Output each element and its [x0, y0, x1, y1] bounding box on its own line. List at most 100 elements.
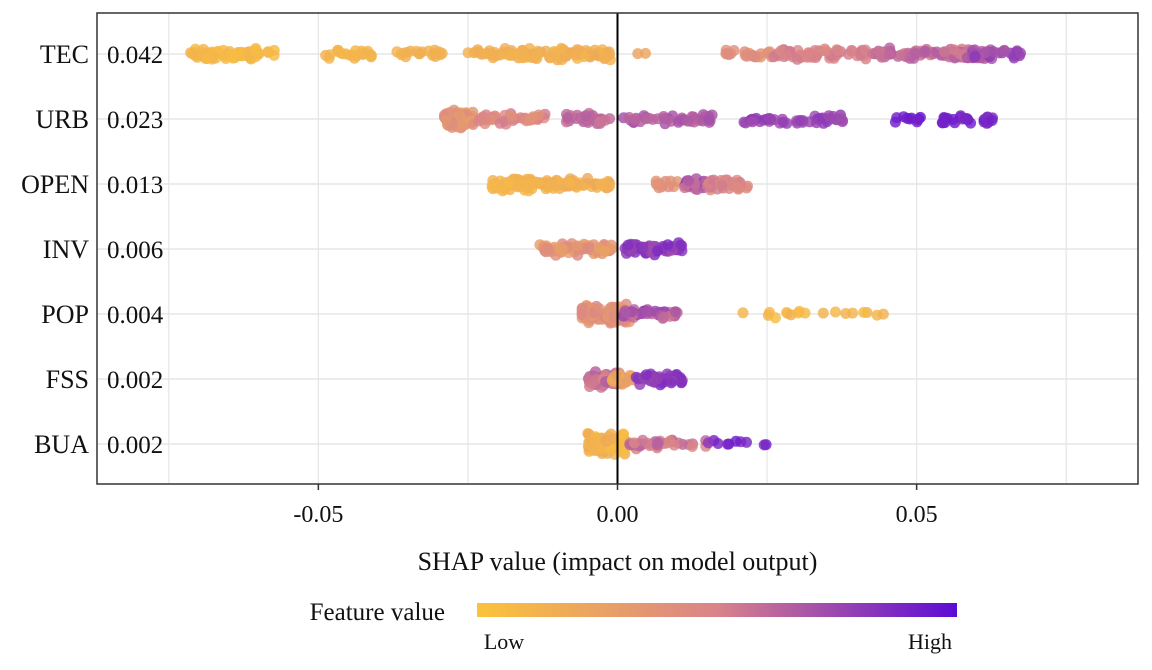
- data-point: [781, 49, 793, 61]
- data-point: [503, 176, 515, 188]
- data-point: [802, 47, 814, 59]
- data-point: [640, 47, 651, 59]
- data-point: [817, 307, 829, 319]
- data-point: [661, 368, 673, 380]
- feature-row-fss: [582, 366, 688, 393]
- data-point: [830, 306, 841, 318]
- feature-name-label: FSS: [46, 365, 89, 394]
- data-point: [986, 115, 998, 126]
- feature-name-label: OPEN: [21, 170, 89, 199]
- data-point: [619, 307, 631, 319]
- feature-importance-label: 0.042: [107, 42, 163, 69]
- data-point: [198, 43, 209, 55]
- data-point: [832, 45, 844, 57]
- feature-name-label: POP: [41, 300, 89, 329]
- data-point: [901, 112, 913, 124]
- data-point: [739, 46, 751, 58]
- feature-name-label: TEC: [40, 40, 89, 69]
- feature-name-label: URB: [36, 105, 89, 134]
- data-point: [585, 437, 597, 449]
- data-point: [430, 51, 441, 62]
- data-point: [676, 240, 688, 252]
- data-point: [638, 241, 650, 253]
- data-point: [846, 44, 858, 56]
- data-point: [769, 312, 781, 324]
- data-point: [658, 111, 670, 122]
- data-point: [763, 112, 775, 124]
- data-point: [662, 239, 674, 251]
- data-point: [652, 437, 664, 448]
- data-point: [559, 51, 571, 63]
- data-point: [517, 45, 529, 57]
- data-point: [641, 305, 653, 317]
- data-point: [440, 114, 452, 126]
- data-point: [483, 45, 495, 57]
- data-point: [551, 178, 563, 190]
- data-point: [416, 46, 428, 58]
- data-point: [979, 47, 991, 59]
- data-point: [628, 437, 640, 449]
- data-point: [732, 182, 744, 194]
- data-point: [226, 49, 237, 61]
- feature-importance-label: 0.013: [107, 172, 163, 199]
- x-tick-label: 0.00: [597, 502, 639, 528]
- feature-importance-label: 0.004: [107, 302, 164, 329]
- data-point: [737, 307, 749, 319]
- data-point: [532, 177, 544, 189]
- feature-row-inv: [534, 237, 688, 261]
- data-point: [506, 110, 518, 122]
- data-point: [741, 436, 752, 448]
- x-axis-ticks: -0.05 0.00 0.05: [293, 484, 938, 528]
- data-point: [486, 179, 498, 191]
- feature-row-open: [486, 172, 753, 197]
- data-point: [606, 432, 618, 444]
- data-point: [555, 245, 567, 257]
- data-point: [682, 115, 694, 127]
- data-point: [919, 46, 931, 58]
- data-point: [716, 179, 728, 191]
- data-point: [622, 239, 634, 251]
- data-point: [858, 306, 870, 318]
- data-point: [617, 446, 629, 458]
- data-point: [570, 49, 582, 61]
- data-point: [593, 303, 605, 315]
- data-point: [675, 377, 687, 389]
- data-point: [884, 48, 895, 60]
- data-point: [524, 114, 536, 126]
- data-point: [499, 43, 511, 54]
- data-point: [658, 311, 670, 323]
- data-point: [320, 49, 332, 61]
- data-point: [749, 51, 761, 63]
- data-point: [582, 172, 594, 184]
- data-point: [720, 48, 732, 60]
- x-tick-label: -0.05: [293, 502, 343, 528]
- x-axis-title: SHAP value (impact on model output): [418, 547, 818, 576]
- data-point: [479, 113, 491, 125]
- data-point: [670, 306, 682, 318]
- data-point: [599, 53, 610, 65]
- feature-row-bua: [582, 428, 772, 460]
- feature-importance-label: 0.023: [107, 107, 163, 134]
- data-point: [665, 377, 677, 389]
- data-point: [947, 113, 959, 125]
- data-point: [632, 48, 644, 60]
- data-point: [539, 245, 551, 257]
- feature-importance-label: 0.002: [107, 432, 163, 459]
- data-point: [665, 175, 676, 187]
- legend-colorbar: [477, 603, 957, 617]
- data-point: [186, 48, 198, 60]
- data-point: [895, 49, 907, 61]
- data-point: [819, 43, 831, 55]
- data-point: [564, 177, 576, 189]
- data-point: [723, 438, 735, 450]
- data-point: [672, 116, 684, 128]
- data-point: [889, 116, 901, 128]
- data-point: [652, 373, 664, 385]
- data-point: [640, 369, 652, 381]
- data-point: [702, 437, 714, 449]
- data-point: [794, 114, 806, 126]
- legend-low-label: Low: [484, 629, 524, 654]
- data-point: [792, 307, 804, 319]
